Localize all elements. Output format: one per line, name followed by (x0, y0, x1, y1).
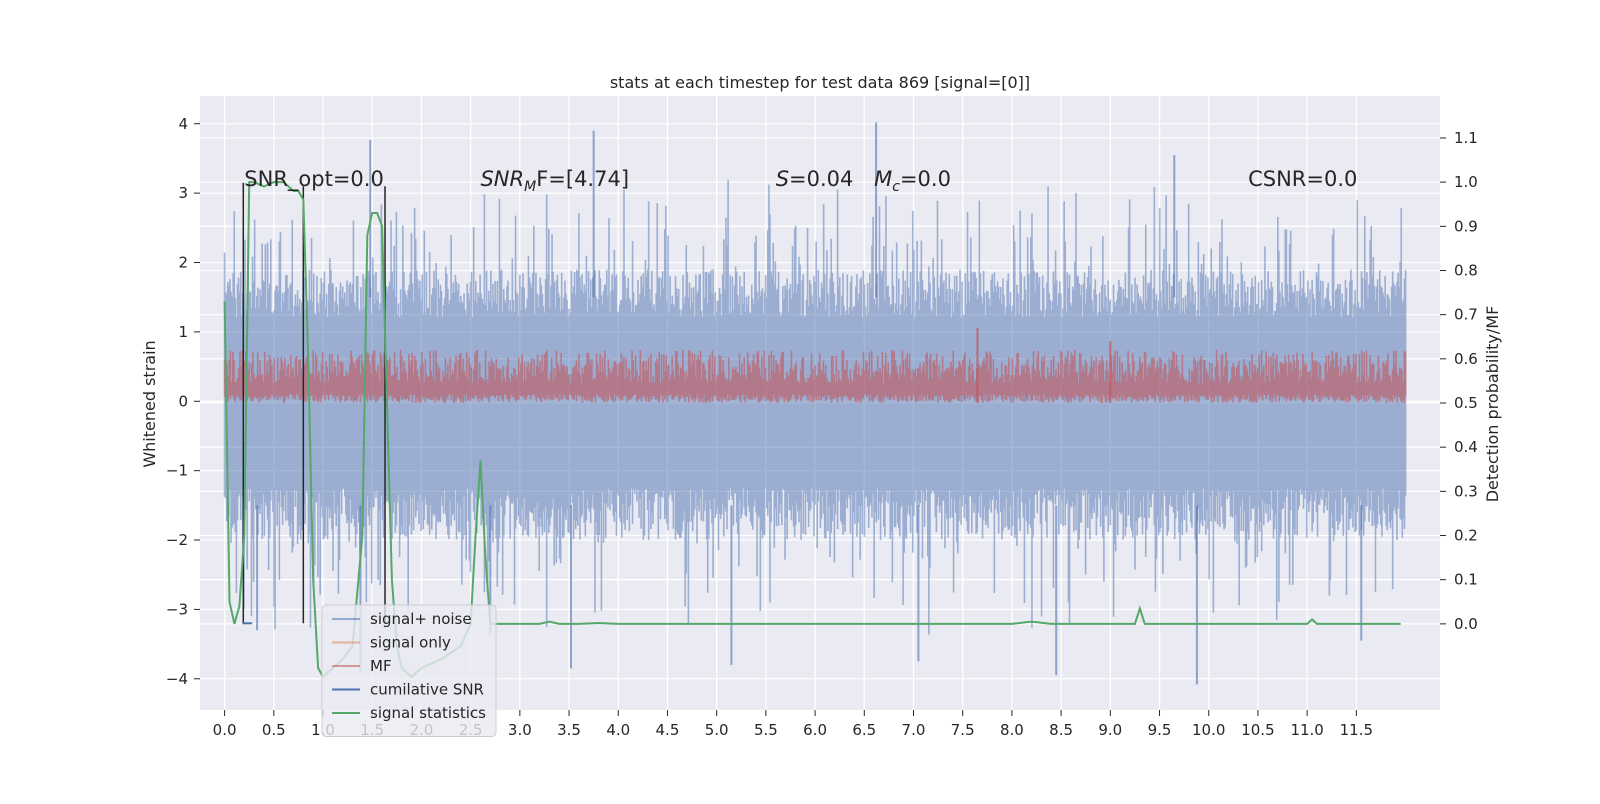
x-tick-label: 8.5 (1049, 721, 1073, 739)
x-tick-label: 9.5 (1148, 721, 1172, 739)
x-tick-label: 8.0 (1000, 721, 1024, 739)
x-tick-label: 11.0 (1290, 721, 1323, 739)
y-tick-label: −1 (166, 462, 188, 480)
right-y-tick-label: 0.7 (1454, 306, 1478, 324)
x-tick-label: 9.0 (1098, 721, 1122, 739)
mf-series (223, 327, 1407, 403)
legend-box (321, 604, 497, 737)
legend-label: signal+ noise (370, 610, 472, 628)
x-tick-label: 5.5 (754, 721, 778, 739)
legend-label: signal only (370, 634, 451, 652)
x-tick-label: 3.5 (557, 721, 581, 739)
y-tick-label: 0 (178, 392, 188, 410)
y-axis-label-right: Detection probability/MF (1483, 306, 1502, 503)
y-axis-label-left: Whitened strain (140, 340, 159, 467)
mf-trace (223, 350, 1407, 403)
x-tick-label: 4.5 (656, 721, 680, 739)
x-tick-label: 4.0 (606, 721, 630, 739)
right-y-tick-label: 0.8 (1454, 261, 1478, 279)
y-tick-label: 3 (178, 184, 188, 202)
annotation-text: CSNR=0.0 (1248, 167, 1357, 191)
x-tick-label: 10.0 (1192, 721, 1225, 739)
x-tick-label: 11.5 (1340, 721, 1373, 739)
legend-label: cumilative SNR (370, 681, 484, 699)
y-tick-label: −2 (166, 531, 188, 549)
annotation-text: S=0.04 (776, 167, 854, 191)
legend-label: MF (370, 657, 392, 675)
x-tick-label: 6.0 (803, 721, 827, 739)
right-y-tick-label: 0.3 (1454, 482, 1478, 500)
legend: signal+ noise signal only MF cumilative SNR… (321, 604, 497, 737)
x-tick-label: 0.5 (262, 721, 286, 739)
x-tick-label: 3.0 (508, 721, 532, 739)
right-y-tick-label: 0.5 (1454, 394, 1478, 412)
x-tick-label: 7.0 (902, 721, 926, 739)
annotation-text: SNR_opt=0.0 (244, 167, 384, 192)
y-tick-label: 1 (178, 323, 188, 341)
x-tick-label: 5.0 (705, 721, 729, 739)
right-y-tick-label: 0.0 (1454, 615, 1478, 633)
right-y-tick-label: 0.4 (1454, 438, 1478, 456)
y-tick-label: 2 (178, 254, 188, 272)
x-tick-label: 0.0 (213, 721, 237, 739)
y-tick-label: −4 (166, 670, 188, 688)
y-tick-label: 4 (178, 115, 188, 133)
right-y-tick-label: 0.2 (1454, 527, 1478, 545)
legend-label: signal statistics (370, 704, 486, 722)
right-y-tick-label: 1.0 (1454, 173, 1478, 191)
y-tick-label: −3 (166, 600, 188, 618)
chart-title: stats at each timestep for test data 869… (610, 73, 1030, 92)
x-tick-label: 7.5 (951, 721, 975, 739)
right-y-tick-label: 0.6 (1454, 350, 1478, 368)
right-y-tick-label: 1.1 (1454, 129, 1478, 147)
x-tick-label: 6.5 (852, 721, 876, 739)
right-y-tick-label: 0.9 (1454, 217, 1478, 235)
right-y-tick-label: 0.1 (1454, 571, 1478, 589)
annotations: SNR_opt=0.0 SNRMF=[4.74] S=0.04 Mc=0.0 CSNR=… (244, 167, 1357, 195)
x-tick-label: 10.5 (1241, 721, 1274, 739)
annotation-text: SNRMF=[4.74] (480, 167, 629, 195)
annotation-text: Mc=0.0 (874, 167, 951, 195)
